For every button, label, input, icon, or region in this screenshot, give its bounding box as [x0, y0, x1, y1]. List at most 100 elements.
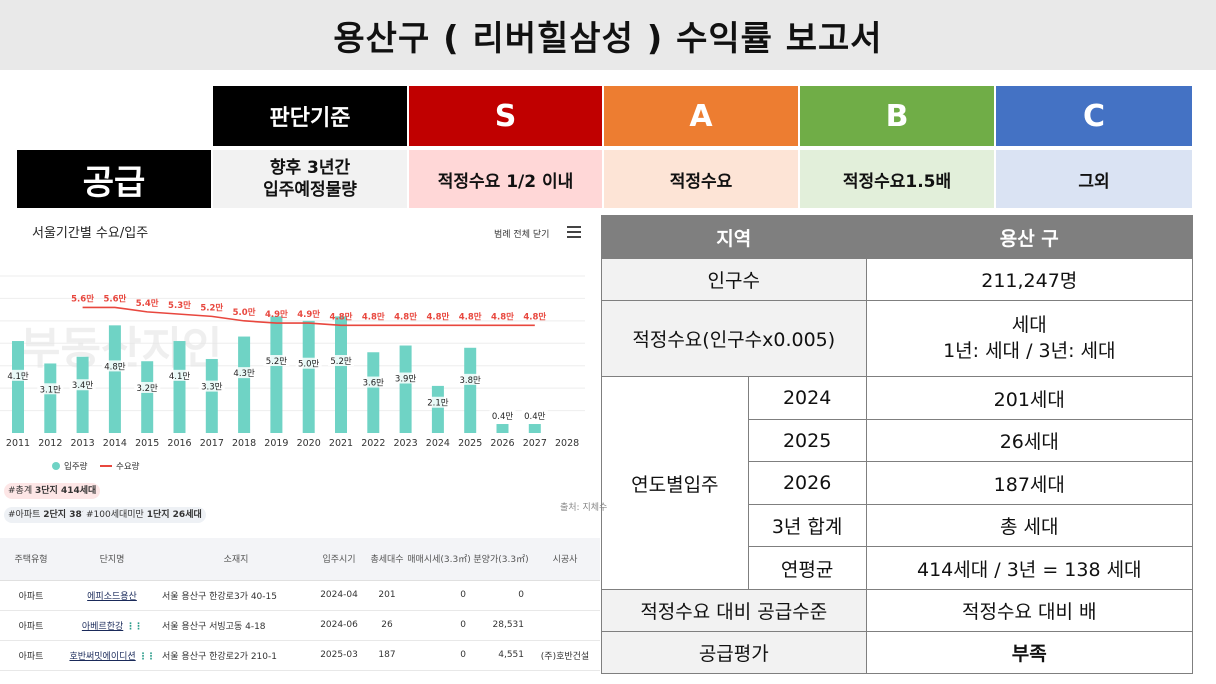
population-value: 211,247명: [865, 258, 1194, 301]
grade-c: C: [996, 86, 1192, 146]
bar-2027[interactable]: [528, 424, 541, 433]
bar-label-2019: 5.2만: [266, 357, 288, 367]
bar-label-bg: [457, 373, 484, 385]
col-type[interactable]: 주택유형: [0, 538, 62, 581]
tag-total[interactable]: #총계 3단지 414세대: [4, 483, 101, 499]
demand-label-2027: 4.8만: [523, 311, 546, 322]
x-tick-2019: 2019: [264, 438, 288, 449]
demand-label-2014: 5.6만: [103, 293, 126, 304]
year-2024-value: 201세대: [865, 376, 1194, 420]
bar-label-bg: [37, 383, 64, 395]
demand-line-path: [82, 306, 535, 327]
col-move-in[interactable]: 입주시기: [310, 538, 368, 581]
criteria-a-value: 적정수요: [604, 150, 798, 208]
avg-label: 연평균: [747, 546, 867, 590]
bar-2023[interactable]: [399, 345, 412, 433]
bars: 4.1만 3.1만 3.4만 4.8만 3.2만 4.1만 3.3만 4.3만 5.2만 5.0만…: [5, 316, 548, 433]
bar-2015[interactable]: [141, 361, 154, 433]
demand-value: 세대 1년: 세대 / 3년: 세대: [865, 300, 1194, 377]
bar-2019[interactable]: [270, 316, 283, 433]
criteria-s-value: 적정수요 1/2 이내: [409, 150, 602, 208]
demand-label-2025: 4.8만: [459, 311, 482, 322]
bar-2021[interactable]: [335, 316, 347, 433]
demand-label: 적정수요(인구수x0.005): [601, 300, 867, 377]
grid-icon[interactable]: ⋮⋮: [126, 621, 143, 632]
x-tick-2018: 2018: [232, 438, 256, 449]
bar-label-bg: [521, 410, 548, 422]
x-tick-2014: 2014: [103, 438, 127, 449]
criteria-row-label-line1: 향후 3년간: [269, 157, 351, 178]
criteria-row-label-line2: 입주예정물량: [263, 180, 357, 200]
legend-supply-marker: [52, 462, 60, 470]
tag-small-complex[interactable]: #100세대미만 1단지 26세대: [82, 507, 206, 523]
move-in-label: 연도별입주: [601, 376, 749, 590]
x-tick-2025: 2025: [458, 438, 482, 449]
x-tick-2015: 2015: [135, 438, 159, 449]
bar-label-2020: 5.0만: [298, 360, 320, 370]
demand-label-2019: 4.9만: [265, 309, 288, 320]
bar-label-2027: 0.4만: [524, 412, 546, 422]
col-builder[interactable]: 시공사: [530, 538, 600, 581]
complex-link[interactable]: 호반써밋에이디션: [69, 651, 136, 662]
bar-2022[interactable]: [367, 352, 380, 433]
legend-supply-label: 입주량: [64, 461, 88, 472]
grade-a: A: [604, 86, 798, 146]
grid-icon[interactable]: ⋮⋮: [138, 651, 156, 662]
complex-link[interactable]: 아베르한강: [81, 621, 124, 632]
complex-table-header: 주택유형 단지명 소재지 입주시기 총세대수 매매시세(3.3㎡) 분양가(3.…: [0, 538, 600, 581]
bar-2018[interactable]: [238, 336, 251, 433]
x-tick-2024: 2024: [426, 438, 450, 449]
table-row: 아파트 아베르한강 ⋮⋮ 서울 용산구 서빙고동 4-18 2024-06 26…: [0, 610, 600, 641]
bar-label-bg: [231, 367, 258, 379]
table-row: 아파트 호반써밋에이디션 ⋮⋮ 서울 용산구 한강로2가 210-1 2025-…: [0, 640, 600, 671]
bar-2024[interactable]: [431, 385, 444, 433]
population-label: 인구수: [601, 258, 867, 301]
bar-label-bg: [392, 372, 419, 384]
demand-label-2018: 5.0만: [233, 307, 256, 318]
year-2025: 2025: [747, 419, 867, 462]
bar-label-bg: [166, 369, 193, 381]
demand-supply-chart: 부동산지인 4.1만3.1만 3.4만4.8만3.2만4.1만3.3만4.3만5.…: [0, 275, 585, 472]
bar-label-bg: [328, 355, 354, 367]
x-tick-2011: 2011: [6, 438, 30, 449]
eval-label: 공급평가: [601, 631, 867, 674]
bar-label-bg: [101, 360, 128, 372]
chart-source: 출처: 지체수: [560, 503, 608, 513]
summary-table: 지역 용산 구 인구수 211,247명 적정수요(인구수x0.005) 세대 …: [601, 215, 1194, 674]
eval-value: 부족: [865, 631, 1194, 674]
bar-2020[interactable]: [302, 320, 315, 433]
bar-2014[interactable]: [108, 325, 121, 433]
bar-2013[interactable]: [76, 356, 89, 433]
demand-label-2024: 4.8만: [426, 311, 449, 322]
year-2024: 2024: [747, 376, 867, 420]
complex-link-cell[interactable]: 호반써밋에이디션 ⋮⋮: [62, 640, 162, 671]
col-units[interactable]: 총세대수: [368, 538, 406, 581]
col-sale-price[interactable]: 분양가(3.3㎡): [472, 538, 530, 581]
col-market-price[interactable]: 매매시세(3.3㎡): [406, 538, 472, 581]
complex-link[interactable]: 에피소드용산: [62, 580, 162, 611]
col-address[interactable]: 소재지: [162, 538, 310, 581]
x-tick-2017: 2017: [200, 438, 224, 449]
chart-gridlines: [0, 275, 585, 412]
col-name[interactable]: 단지명: [62, 538, 162, 581]
demand-line1: 세대: [1011, 313, 1047, 336]
complex-link-cell[interactable]: 아베르한강 ⋮⋮: [62, 610, 162, 641]
bar-2025[interactable]: [464, 347, 477, 433]
bar-label-bg: [489, 410, 516, 422]
bar-2026[interactable]: [496, 424, 509, 433]
criteria-c-value: 그외: [996, 150, 1192, 208]
demand-label-2016: 5.3만: [168, 300, 191, 311]
bar-2012[interactable]: [44, 363, 57, 433]
legend-toggle-button[interactable]: 범례 전체 닫기: [494, 230, 550, 240]
demand-label-2023: 4.8만: [394, 311, 417, 322]
demand-line: 5.6만 5.6만 5.4만 5.3만 5.2만 5.0만 4.9만 4.9만 4.8만 4.8만…: [71, 293, 546, 327]
bar-label-bg: [5, 369, 31, 381]
bar-label-2017: 3.3만: [201, 383, 223, 393]
total-value: 총 세대: [865, 504, 1194, 547]
bar-2017[interactable]: [205, 358, 218, 433]
bar-label-2026: 0.4만: [492, 412, 514, 422]
table-row: 아파트 에피소드용산 서울 용산구 한강로3가 40-15 2024-04 20…: [0, 580, 600, 611]
hamburger-icon[interactable]: [567, 226, 581, 238]
bar-2016[interactable]: [173, 341, 186, 433]
bar-2011[interactable]: [12, 341, 24, 433]
